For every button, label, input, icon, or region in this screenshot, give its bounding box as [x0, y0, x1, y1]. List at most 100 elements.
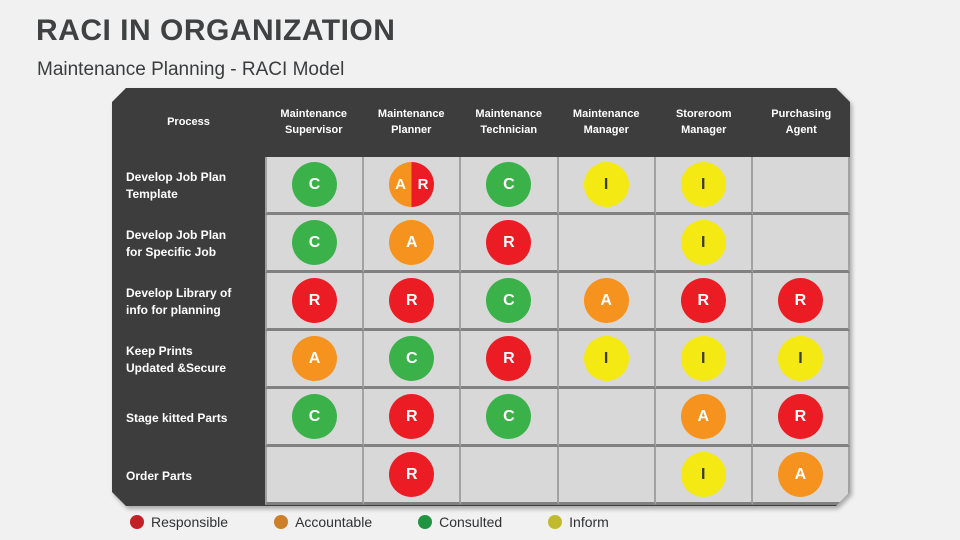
process-label: Order Parts [126, 468, 193, 483]
raci-marker: R [778, 278, 823, 323]
raci-marker: R [681, 278, 726, 323]
legend-color-dot [130, 515, 144, 529]
column-header: Maintenance Planner [377, 107, 445, 136]
raci-cell: I [656, 331, 753, 389]
raci-cell: R [364, 389, 461, 447]
raci-cell [559, 447, 656, 505]
column-header: Maintenance Technician [475, 107, 543, 136]
raci-marker: C [389, 336, 434, 381]
raci-letter: A [395, 176, 406, 193]
raci-marker: R [292, 278, 337, 323]
legend-item: Responsible [130, 514, 228, 530]
raci-marker: I [681, 162, 726, 207]
raci-marker: C [486, 278, 531, 323]
raci-cell: A [753, 447, 850, 505]
raci-marker: C [292, 394, 337, 439]
legend-label: Consulted [439, 514, 503, 530]
raci-marker: C [292, 162, 337, 207]
table-row: Develop Job Plan for Specific Job C A R I [112, 215, 850, 273]
raci-cell: C [265, 389, 364, 447]
page-title: RACI IN ORGANIZATION [36, 14, 396, 47]
raci-cell: C [364, 331, 461, 389]
raci-cell: A [364, 215, 461, 273]
raci-cell: R [265, 273, 364, 331]
raci-marker: A [292, 336, 337, 381]
process-label: Develop Job Plan for Specific Job [126, 228, 227, 259]
raci-marker: R [389, 278, 434, 323]
raci-marker: R [778, 394, 823, 439]
raci-cell: R [753, 273, 850, 331]
legend-color-dot [548, 515, 563, 529]
process-label: Develop Library of info for planning [126, 286, 232, 317]
raci-cell [461, 447, 558, 505]
raci-cell [753, 157, 850, 215]
raci-marker: R [486, 336, 531, 381]
legend-label: Accountable [295, 514, 373, 530]
raci-cell: R [364, 273, 461, 331]
legend: Responsible Accountable Consulted Inform [130, 514, 609, 530]
raci-cell: C [461, 273, 558, 331]
legend-label: Inform [569, 514, 609, 530]
raci-marker: R [389, 452, 434, 497]
raci-cell: R [461, 215, 558, 273]
table-row: Order Parts R I A [112, 447, 850, 505]
page-subtitle: Maintenance Planning - RACI Model [37, 59, 345, 80]
table-row: Keep Prints Updated &Secure A C R I I I [112, 331, 850, 389]
raci-marker: A [584, 278, 629, 323]
raci-marker: A [681, 394, 726, 439]
legend-item: Inform [548, 514, 609, 530]
raci-cell [753, 215, 850, 273]
table-body: Develop Job Plan Template C A R C I I Develop J… [112, 157, 850, 506]
raci-cell [559, 389, 656, 447]
raci-cell: I [559, 331, 656, 389]
legend-label: Responsible [151, 514, 229, 530]
table-header-row: Process Maintenance Supervisor Maintenance… [112, 88, 850, 157]
raci-cell: I [753, 331, 850, 389]
raci-cell: A [656, 389, 753, 447]
raci-cell: R [364, 447, 461, 505]
raci-cell: R [656, 273, 753, 331]
raci-cell: C [265, 215, 364, 273]
raci-letter: R [417, 176, 429, 193]
raci-table: Process Maintenance Supervisor Maintenance… [112, 88, 850, 506]
legend-item: Consulted [418, 514, 502, 530]
column-header: Maintenance Supervisor [280, 107, 348, 136]
raci-marker: I [681, 220, 726, 265]
raci-marker: I [681, 452, 726, 497]
raci-cell: A [265, 331, 364, 389]
raci-cell [265, 447, 364, 505]
raci-marker: C [486, 162, 531, 207]
table-row: Develop Library of info for planning R R C A… [112, 273, 850, 331]
raci-cell: I [656, 157, 753, 215]
raci-cell: I [656, 215, 753, 273]
raci-cell: A [559, 273, 656, 331]
legend-color-dot [274, 515, 289, 529]
raci-marker: I [584, 162, 629, 207]
table-row: Develop Job Plan Template C A R C I I [112, 157, 850, 215]
column-header: Purchasing Agent [771, 107, 832, 136]
process-label: Develop Job Plan Template [126, 170, 227, 201]
raci-table-shape: Process Maintenance Supervisor Maintenance… [112, 88, 850, 506]
raci-cell: C [265, 157, 364, 215]
column-header: Process [167, 115, 210, 128]
legend-color-dot [418, 515, 433, 529]
raci-cell: R [753, 389, 850, 447]
column-header: Storeroom Manager [675, 107, 732, 136]
raci-marker: C [292, 220, 337, 265]
table-row: Stage kitted Parts C R C A R [112, 389, 850, 447]
legend-item: Accountable [274, 514, 372, 530]
raci-marker: C [486, 394, 531, 439]
raci-cell: R [461, 331, 558, 389]
raci-marker: I [584, 336, 629, 381]
raci-marker: R [486, 220, 531, 265]
raci-cell: C [461, 157, 558, 215]
raci-marker: A [778, 452, 823, 497]
raci-cell: I [559, 157, 656, 215]
raci-cell [559, 215, 656, 273]
column-header: Maintenance Manager [572, 107, 640, 136]
raci-marker: I [778, 336, 823, 381]
raci-cell: C [461, 389, 558, 447]
